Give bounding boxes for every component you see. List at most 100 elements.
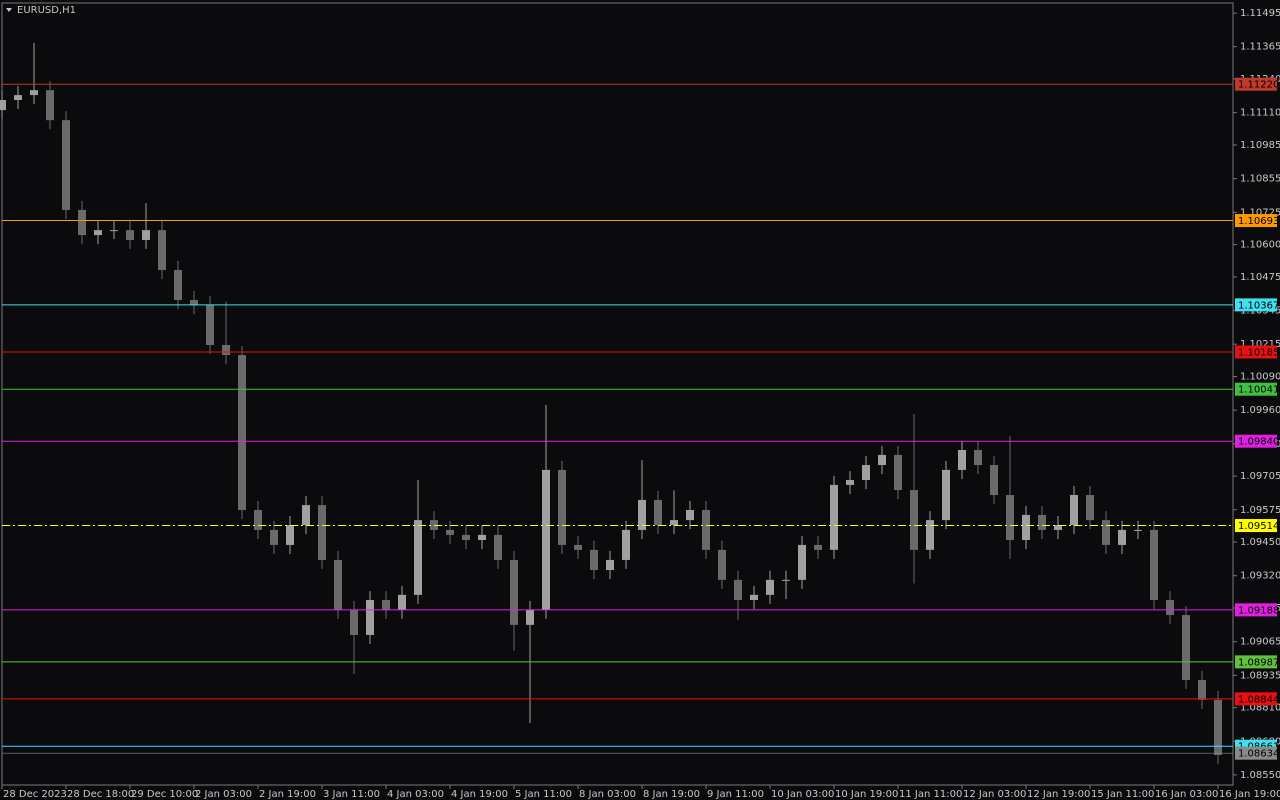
candle-body [446, 529, 454, 535]
plot-frame [1, 2, 1234, 786]
x-tick-label: 8 Jan 19:00 [643, 789, 700, 800]
candle-body [942, 469, 950, 521]
candle-body [62, 120, 70, 210]
x-tick-label: 2 Jan 19:00 [259, 789, 316, 800]
price-tag-label: 1.09514 [1238, 521, 1279, 532]
candle-body [366, 600, 374, 635]
y-tick-label: 1.10090 [1240, 372, 1280, 383]
x-tick-label: 15 Jan 11:00 [1091, 789, 1154, 800]
candle-body [318, 505, 326, 560]
candle-body [1118, 529, 1126, 545]
y-tick-label: 1.10855 [1240, 174, 1280, 185]
y-tick-label: 1.09450 [1240, 537, 1280, 548]
candle-body [1086, 495, 1094, 521]
candle-body [1038, 514, 1046, 530]
candle-body [414, 520, 422, 595]
candle-body [222, 344, 230, 356]
candle-body [894, 454, 902, 491]
candle-body [510, 559, 518, 625]
candle-body [750, 594, 758, 601]
candle-body [1166, 600, 1174, 616]
price-tag [1235, 434, 1277, 448]
candle-body [702, 510, 710, 550]
candle-body [1102, 520, 1110, 545]
candle-body [238, 355, 246, 511]
y-tick-label: 1.09065 [1240, 637, 1280, 648]
price-tag-label: 1.11220 [1238, 80, 1279, 91]
x-tick-label: 5 Jan 11:00 [515, 789, 572, 800]
candle-body [638, 499, 646, 530]
y-tick-label: 1.11365 [1240, 42, 1280, 53]
y-tick-label: 1.09705 [1240, 471, 1280, 482]
price-tag [1235, 382, 1277, 396]
candle-body [558, 469, 566, 545]
candle-body [478, 534, 486, 541]
y-tick-label: 1.10725 [1240, 207, 1280, 218]
y-tick-label: 1.09575 [1240, 505, 1280, 516]
candle-body [830, 484, 838, 550]
y-tick-label: 1.08935 [1240, 670, 1280, 681]
price-tag-label: 1.08987 [1238, 657, 1279, 668]
y-tick-label: 1.10475 [1240, 272, 1280, 283]
candle-body [46, 90, 54, 121]
menu-arrow[interactable] [6, 8, 12, 12]
x-tick-label: 4 Jan 19:00 [451, 789, 508, 800]
candle-body [0, 100, 6, 111]
price-tag-label: 1.08844 [1238, 694, 1279, 705]
price-tag [1235, 77, 1277, 91]
x-tick-label: 2 Jan 03:00 [195, 789, 252, 800]
candle-body [126, 230, 134, 240]
candle-body [270, 529, 278, 545]
x-tick-label: 16 Jan 19:00 [1219, 789, 1280, 800]
price-tag [1235, 345, 1277, 359]
candle-body [30, 90, 38, 96]
x-tick-label: 16 Jan 03:00 [1155, 789, 1218, 800]
y-tick-label: 1.11495 [1240, 8, 1280, 19]
candle-body [718, 549, 726, 580]
candle-body [766, 579, 774, 595]
candle-body [1182, 615, 1190, 680]
candle-body [574, 544, 582, 550]
candle-body [350, 609, 358, 635]
price-tag [1235, 298, 1277, 312]
candle-body [798, 544, 806, 580]
candle-body [590, 549, 598, 571]
candle-body [142, 230, 150, 240]
price-tag [1235, 519, 1277, 533]
candle-body [974, 450, 982, 466]
candle-body [334, 559, 342, 610]
candle-body [654, 499, 662, 526]
candle-body [382, 600, 390, 610]
candle-body [526, 609, 534, 625]
candle-body [606, 559, 614, 571]
y-tick-label: 1.11110 [1240, 108, 1280, 119]
candle-body [430, 520, 438, 530]
y-tick-label: 1.09960 [1240, 405, 1280, 416]
price-tag [1235, 603, 1277, 617]
x-tick-label: 28 Dec 18:00 [67, 789, 134, 800]
price-tag-label: 1.10185 [1238, 347, 1279, 358]
x-tick-label: 28 Dec 2023 [3, 789, 67, 800]
candle-body [286, 525, 294, 545]
price-tag-label: 1.10041 [1238, 385, 1279, 396]
x-tick-label: 10 Jan 19:00 [835, 789, 898, 800]
price-tag [1235, 655, 1277, 669]
candle-body [990, 465, 998, 496]
candle-body [302, 505, 310, 526]
price-tag [1235, 692, 1277, 706]
y-tick-label: 1.10985 [1240, 140, 1280, 151]
candle-body [782, 579, 790, 581]
x-tick-label: 29 Dec 10:00 [131, 789, 198, 800]
candle-body [1134, 529, 1142, 531]
candle-body [814, 544, 822, 550]
candle-body [158, 230, 166, 270]
candle-body [190, 299, 198, 306]
candle-body [174, 269, 182, 300]
candle-body [542, 469, 550, 610]
candle-body [910, 490, 918, 550]
candle-body [1054, 525, 1062, 530]
candle-body [734, 579, 742, 601]
candle-body [462, 534, 470, 541]
y-tick-label: 1.10600 [1240, 240, 1280, 251]
